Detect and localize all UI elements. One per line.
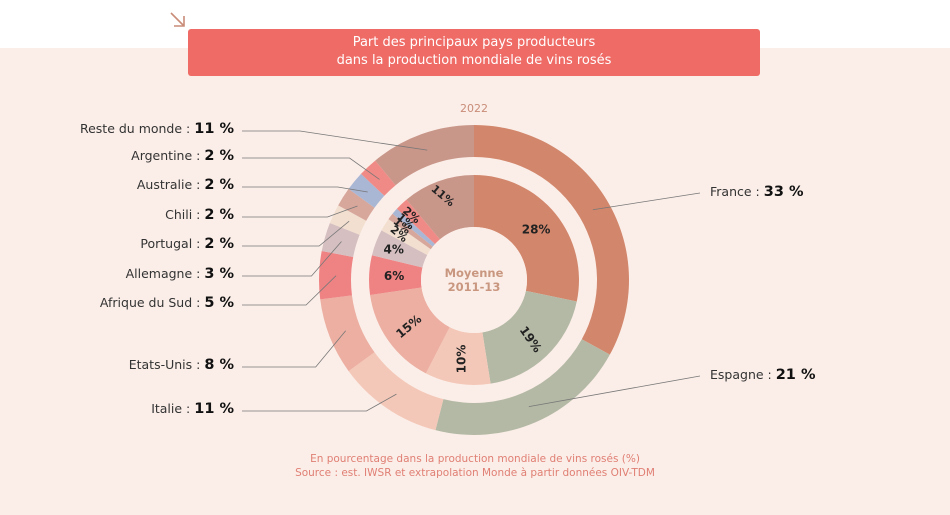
label-name: Chili : [165, 207, 205, 222]
leader-line-allemagne [242, 241, 342, 277]
inner-value-label-italie: 10% [454, 345, 468, 374]
label-value: 5 % [204, 295, 234, 311]
outer-ring [319, 125, 629, 436]
inner-slice-espagne [482, 290, 577, 384]
label-name: France : [710, 184, 764, 199]
leader-line-australie [242, 186, 368, 193]
label-name: Espagne : [710, 367, 776, 382]
inner-ring [369, 175, 579, 385]
label-value: 33 % [763, 184, 804, 200]
label-portugal: Portugal : 2 % [140, 236, 234, 252]
label-allemagne: Allemagne : 3 % [126, 266, 234, 282]
leader-line-chili [242, 205, 358, 218]
inner-slice-italie [425, 327, 491, 385]
label-chili: Chili : 2 % [165, 207, 234, 223]
label-value: 11 % [194, 121, 234, 137]
leader-line-afrique-du-sud [242, 275, 337, 306]
inner-slice-reste-du-monde [406, 175, 474, 240]
outer-slice-chili [338, 188, 375, 221]
label-name: Italie : [151, 401, 195, 416]
label-france: France : 33 % [710, 184, 804, 200]
label-australie: Australie : 2 % [137, 177, 234, 193]
label-name: Etats-Unis : [128, 357, 205, 372]
label-name: Afrique du Sud : [99, 295, 205, 310]
label-value: 2 % [204, 177, 234, 193]
center-label-line-1: Moyenne [444, 266, 504, 280]
center-label-line-2: 2011-13 [447, 280, 501, 294]
center-hole [421, 227, 527, 333]
inner-slice-argentine [396, 199, 440, 245]
label-argentine: Argentine : 2 % [131, 148, 234, 164]
leader-line-italie [242, 393, 397, 412]
outer-slice-etats-unis [320, 295, 375, 372]
leader-line-espagne [528, 375, 701, 408]
leader-line-france [592, 192, 701, 211]
leader-line-portugal [242, 220, 350, 247]
outer-slice-allemagne [321, 222, 360, 257]
label-value: 3 % [204, 266, 234, 282]
leader-line-reste-du-monde [242, 130, 428, 151]
label-name: Portugal : [140, 236, 205, 251]
title-line-1: Part des principaux pays producteurs [352, 35, 596, 50]
outer-slice-espagne [435, 339, 610, 436]
outer-slice-australie [348, 173, 385, 208]
label-value: 2 % [204, 148, 234, 164]
footer-note: En pourcentage dans la production mondia… [310, 453, 640, 465]
outer-slice-reste-du-monde [375, 125, 474, 186]
outer-slice-france [474, 125, 629, 355]
label-name: Reste du monde : [79, 121, 195, 136]
label-value: 21 % [775, 367, 816, 383]
label-name: Australie : [136, 177, 205, 192]
label-name: Argentine : [131, 148, 205, 163]
chart-title: Part des principaux pays producteurs dan… [188, 29, 760, 76]
inner-slice-etats-unis [370, 287, 450, 374]
leader-lines [242, 130, 701, 412]
inner-slice-australie [392, 208, 436, 247]
label-afrique-du-sud: Afrique du Sud : 5 % [100, 295, 234, 311]
inner-value-label-allemagne: 4% [383, 242, 403, 256]
label-name: Allemagne : [125, 266, 205, 281]
inner-slice-chili [388, 213, 433, 250]
outer-slice-italie [348, 352, 444, 431]
inner-slice-allemagne [371, 230, 428, 268]
label-espagne: Espagne : 21 % [710, 367, 815, 383]
label-reste-du-monde: Reste du monde : 11 % [80, 121, 234, 137]
leader-line-etats-unis [242, 330, 346, 368]
label-italie: Italie : 11 % [151, 401, 234, 417]
label-etats-unis: Etats-Unis : 8 % [129, 357, 234, 373]
outer-ring-year-label: 2022 [460, 102, 488, 115]
label-value: 8 % [204, 357, 234, 373]
title-line-2: dans la production mondiale de vins rosé… [336, 53, 612, 68]
footer-source: Source : est. IWSR et extrapolation Mond… [295, 467, 655, 479]
inner-value-label-france: 28% [522, 223, 551, 237]
inner-slice-portugal [381, 219, 431, 255]
outer-slice-afrique-du-sud [319, 250, 354, 300]
center-label: Moyenne 2011-13 [424, 266, 524, 294]
label-value: 2 % [204, 207, 234, 223]
inner-slice-france [474, 175, 579, 302]
inner-value-label-afrique-du-sud: 6% [384, 269, 404, 283]
inner-slice-afrique-du-sud [369, 255, 423, 295]
arrow-down-right-icon [170, 12, 185, 27]
leader-line-argentine [242, 157, 380, 180]
label-value: 11 % [194, 401, 234, 417]
label-value: 2 % [204, 236, 234, 252]
